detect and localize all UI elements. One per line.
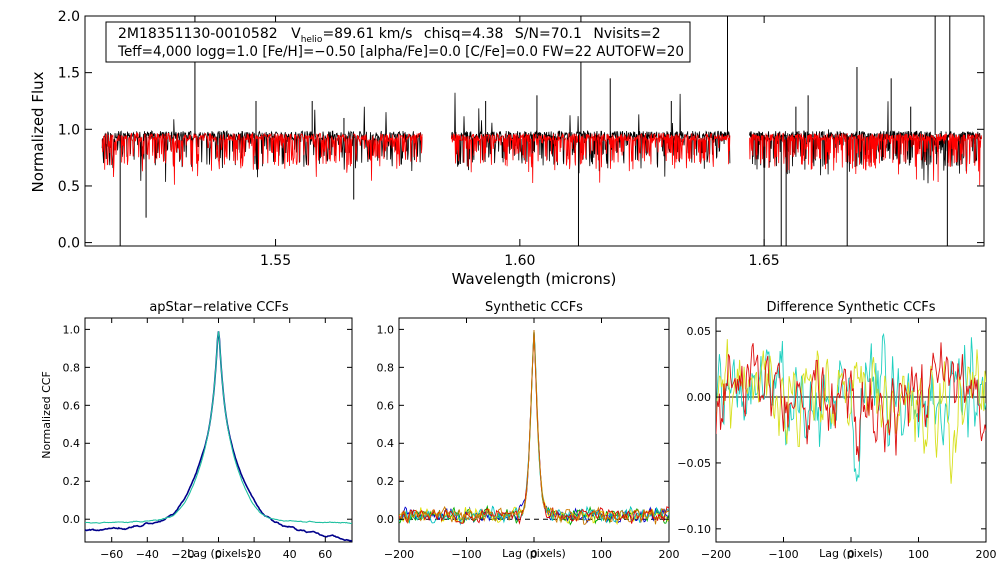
difference-diff-yellow-line: [716, 339, 986, 484]
vhelio-value: =89.61 km/s: [322, 26, 412, 42]
synthetic-ccf-yellow-line: [399, 330, 669, 526]
x-tick-label: −100: [768, 548, 798, 561]
x-tick-label: 1.55: [260, 253, 291, 269]
y-tick-label: 0.0: [58, 236, 80, 252]
x-tick-label: 100: [908, 548, 929, 561]
spectrum-plot-frame: [84, 15, 985, 247]
spectrum-model-line: [101, 131, 423, 185]
apstar-ccf-plot-frame: [84, 317, 353, 543]
y-tick-label: 0.2: [377, 475, 395, 488]
apstar-ccf-xlabel: Lag (pixels): [187, 547, 251, 560]
nvisits-value: Nvisits=2: [593, 26, 660, 42]
x-tick-label: 0: [215, 548, 222, 561]
apstar-ccf-title: apStar−relative CCFs: [149, 300, 289, 315]
vhelio-label: V: [291, 26, 301, 42]
y-tick-label: 0.00: [687, 391, 712, 404]
spectrum-info-line-2: Teff=4,000 logg=1.0 [Fe/H]=−0.50 [alpha/…: [117, 44, 684, 60]
apstar-ccf-panel: apStar−relative CCFs −60 −40 −20 0 20 40 60 0.0…: [40, 300, 353, 561]
y-tick-label: 0.0: [377, 513, 395, 526]
spectrum-panel: 1.55 1.60 1.65 0.0 0.5 1.0 1.5 2.0 2M18351130-0…: [29, 9, 985, 288]
x-tick-label: 200: [659, 548, 680, 561]
y-tick-label: 0.6: [63, 399, 81, 412]
synthetic-ccf-orange-line: [399, 330, 669, 525]
y-tick-label: 0.5: [58, 179, 80, 195]
y-tick-label: 1.0: [58, 122, 80, 138]
y-tick-label: 2.0: [58, 9, 80, 25]
difference-ccf-title: Difference Synthetic CCFs: [766, 300, 935, 315]
x-tick-label: 0: [848, 548, 855, 561]
x-tick-label: −40: [136, 548, 159, 561]
difference-ccf-panel: Difference Synthetic CCFs −200 −100 0 100 20…: [677, 300, 996, 561]
y-tick-label: −0.05: [677, 457, 711, 470]
vhelio-subscript: helio: [301, 35, 323, 45]
x-tick-label: 40: [283, 548, 297, 561]
y-tick-label: 0.2: [63, 475, 81, 488]
x-tick-label: 1.60: [504, 253, 535, 269]
apstar-ccf-tick-group: −60 −40 −20 0 20 40 60 0.0 0.2 0.4 0.6 0.8 1.0: [63, 318, 352, 561]
x-tick-label: 60: [318, 548, 332, 561]
synthetic-ccf-red-line: [399, 330, 669, 525]
synthetic-ccf-plot-frame: [398, 317, 670, 543]
y-tick-label: 0.05: [687, 325, 712, 338]
difference-ccf-plot-frame: [715, 317, 987, 543]
x-tick-label: −100: [451, 548, 481, 561]
spectrum-xlabel: Wavelength (microns): [452, 270, 617, 288]
y-tick-label: 0.8: [377, 361, 395, 374]
apstar-ccf-series-group: [85, 331, 352, 542]
apstar-ccf-visit-2-line: [85, 331, 352, 524]
y-tick-label: 1.0: [377, 323, 395, 336]
x-tick-label: −60: [100, 548, 123, 561]
y-tick-label: 0.8: [63, 361, 81, 374]
y-tick-label: 1.0: [63, 323, 81, 336]
x-tick-label: 1.65: [749, 253, 780, 269]
star-id: 2M18351130-0010582: [118, 26, 278, 42]
x-tick-label: 20: [247, 548, 261, 561]
spectrum-model-line: [451, 132, 731, 184]
x-tick-label: 200: [976, 548, 997, 561]
synthetic-ccf-cyan-line: [399, 330, 669, 526]
x-tick-label: −200: [384, 548, 414, 561]
y-tick-label: 0.0: [63, 513, 81, 526]
difference-diff-red-line: [716, 342, 986, 462]
synthetic-ccf-panel: Synthetic CCFs −200 −100 0 100 200 0.0 0.2 0.4 0…: [377, 300, 680, 561]
y-tick-label: 0.4: [377, 437, 395, 450]
x-tick-label: −20: [171, 548, 194, 561]
difference-ccf-xlabel: Lag (pixels): [819, 547, 883, 560]
synthetic-ccf-xlabel: Lag (pixels): [502, 547, 566, 560]
spectrum-info-box: [105, 21, 691, 63]
y-tick-label: 0.6: [377, 399, 395, 412]
x-tick-label: 100: [591, 548, 612, 561]
apstar-ccf-ylabel: Normalized CCF: [40, 371, 53, 459]
difference-ccf-tick-group: −200 −100 0 100 200 −0.10 −0.05 0.00 0.05: [677, 318, 997, 561]
chisq-value: chisq=4.38: [424, 26, 504, 42]
synthetic-ccf-tick-group: −200 −100 0 100 200 0.0 0.2 0.4 0.6 0.8 1.0: [377, 318, 680, 561]
snr-value: S/N=70.1: [515, 26, 582, 42]
apstar-ccf-visit-1-line: [85, 331, 352, 542]
x-tick-label: 0: [531, 548, 538, 561]
difference-diff-cyan-line: [716, 332, 986, 482]
x-tick-label: −200: [701, 548, 731, 561]
y-tick-label: 1.5: [58, 66, 80, 82]
synthetic-ccf-green-line: [399, 330, 669, 526]
difference-ccf-series-group: [716, 332, 986, 484]
spectrum-model-line: [749, 132, 982, 186]
synthetic-ccf-blue-line: [399, 330, 669, 524]
spectrum-series-group: [101, 16, 982, 246]
spectrum-ylabel: Normalized Flux: [29, 71, 47, 192]
y-tick-label: 0.4: [63, 437, 81, 450]
spectrum-info-line-1: 2M18351130-0010582 Vhelio=89.61 km/s chi…: [118, 26, 661, 45]
synthetic-ccf-title: Synthetic CCFs: [485, 300, 583, 315]
y-tick-label: −0.10: [677, 523, 711, 536]
synthetic-ccf-series-group: [399, 330, 669, 526]
